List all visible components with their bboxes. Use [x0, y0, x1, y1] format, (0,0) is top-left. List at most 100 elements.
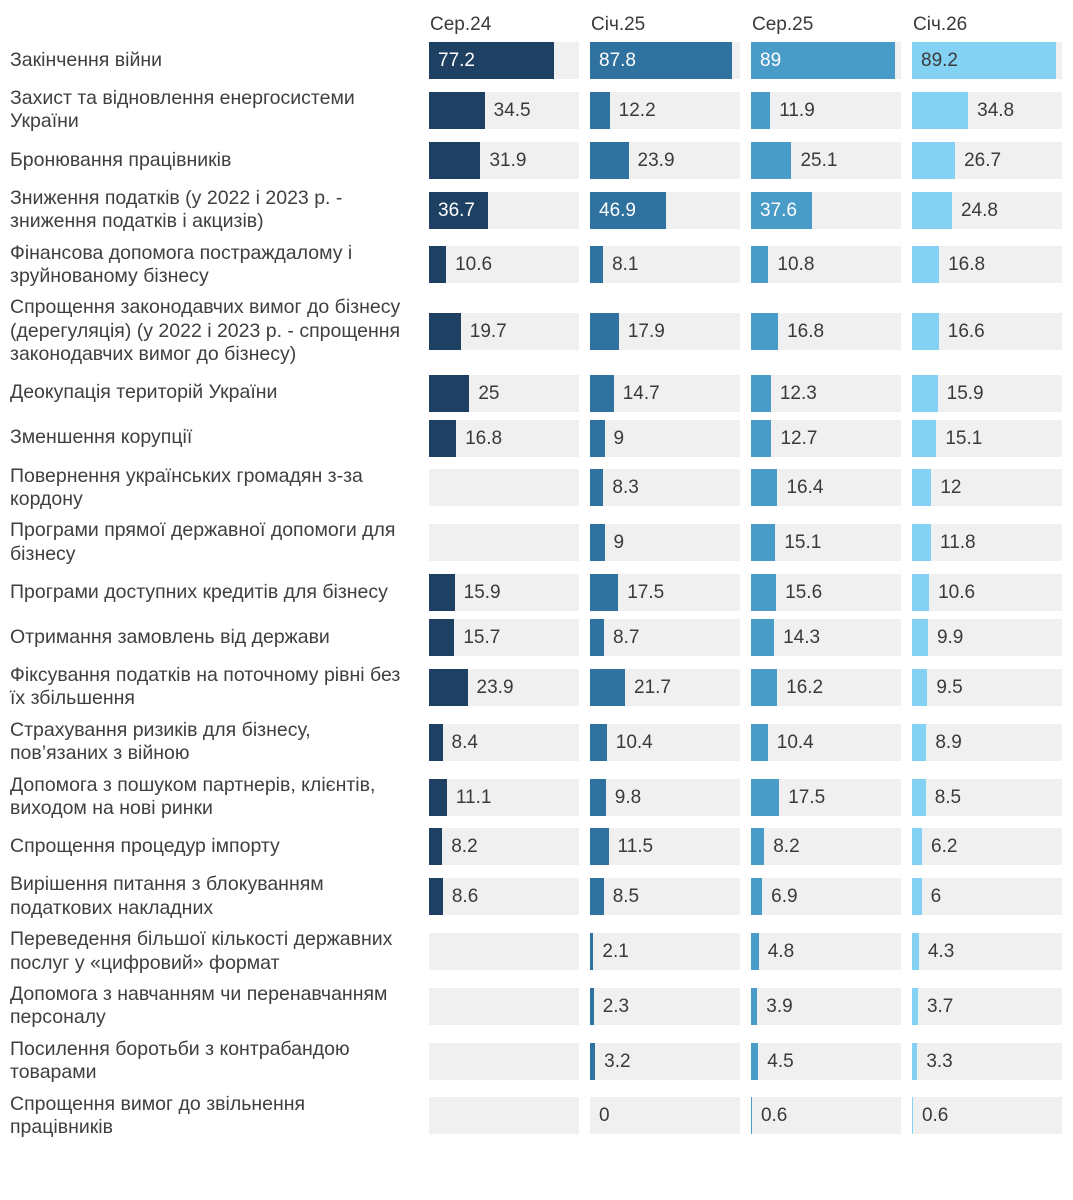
bar — [912, 191, 952, 229]
value-label: 4.3 — [927, 941, 955, 963]
bar-track: 2.3 — [590, 987, 740, 1025]
bar-track: 8.5 — [590, 878, 740, 916]
value-label: 87.8 — [599, 50, 636, 71]
bar — [429, 878, 443, 916]
bar — [751, 574, 777, 612]
bar-track — [429, 987, 579, 1025]
bar-track: 25 — [429, 374, 579, 412]
value-label: 15.9 — [463, 582, 501, 604]
bar-track: 11.9 — [751, 91, 901, 129]
bar-track: 12.3 — [751, 374, 901, 412]
bar — [429, 191, 489, 229]
bar — [429, 619, 455, 657]
bar-track: 16.2 — [751, 668, 901, 706]
bar-track: 8.3 — [590, 469, 740, 507]
value-label: 2.3 — [602, 995, 630, 1017]
bar — [429, 723, 443, 761]
bar-track: 4.8 — [751, 933, 901, 971]
bar — [912, 141, 956, 179]
bar — [751, 141, 792, 179]
bar-track: 10.4 — [590, 723, 740, 761]
bar-track: 3.7 — [912, 987, 1062, 1025]
bar-track: 8.7 — [590, 619, 740, 657]
bar-track: 15.1 — [751, 524, 901, 562]
bar-track: 16.8 — [751, 312, 901, 350]
value-label: 16.2 — [786, 676, 824, 698]
bar-track: 16.8 — [912, 246, 1062, 284]
bar-track — [429, 469, 579, 507]
value-label: 16.6 — [947, 320, 985, 342]
bar-track: 21.7 — [590, 668, 740, 706]
value-label: 46.9 — [599, 199, 636, 221]
chart-row: Переведення більшої кількості державних … — [0, 924, 1073, 979]
value-label: 15.1 — [784, 532, 822, 554]
category-label: Фінансова допомога постраждалому і зруйн… — [10, 241, 353, 287]
chart-row: Бронювання працівників 31.9 23.9 25.1 26.7 — [0, 138, 1073, 183]
value-label: 15.1 — [945, 427, 983, 449]
value-label: 14.3 — [783, 627, 821, 649]
bar — [912, 374, 938, 412]
value-label: 15.9 — [946, 382, 984, 404]
bar — [429, 91, 485, 129]
category-label: Спрощення законодавчих вимог до бізнесу … — [10, 296, 401, 366]
category-label: Допомога з пошуком партнерів, клієнтів, … — [10, 773, 376, 820]
value-label: 8.1 — [612, 254, 639, 276]
bar-track: 12 — [912, 469, 1062, 507]
bar — [590, 1042, 596, 1080]
category-label: Бронювання працівників — [10, 148, 232, 171]
bar-track: 3.2 — [590, 1042, 740, 1080]
chart-row: Закінчення війни 77.2 87.8 89 89.2 — [0, 38, 1073, 83]
bar-track: 16.4 — [751, 469, 901, 507]
bar-track: 10.8 — [751, 246, 901, 284]
bar — [590, 723, 607, 761]
bar-track: 11.1 — [429, 778, 579, 816]
chart-row: Спрощення вимог до звільнення працівникі… — [0, 1089, 1073, 1144]
bar-track: 4.5 — [751, 1042, 901, 1080]
value-label: 21.7 — [634, 676, 671, 698]
value-label: 25.1 — [800, 149, 838, 171]
bar-track: 15.9 — [429, 574, 579, 612]
value-label: 11.5 — [617, 836, 654, 858]
column-header-jan25: Січ.25 — [591, 14, 646, 35]
chart-row: Допомога з навчанням чи перенавчанням пе… — [0, 979, 1073, 1034]
value-label: 16.4 — [786, 477, 824, 499]
category-label: Програми прямої державної допомоги для б… — [10, 519, 396, 565]
chart-row: Зниження податків (у 2022 і 2023 р. - зн… — [0, 183, 1073, 238]
bar — [590, 246, 604, 284]
bar — [751, 374, 771, 412]
value-label: 8.2 — [451, 836, 478, 858]
column-header-aug24: Сер.24 — [430, 14, 492, 35]
chart-row: Повернення українських громадян з-за кор… — [0, 461, 1073, 516]
bar-track: 11.5 — [590, 828, 740, 866]
value-label: 23.9 — [476, 676, 514, 698]
bar-track: 15.7 — [429, 619, 579, 657]
value-label: 10.4 — [615, 731, 653, 753]
value-label: 8.5 — [934, 786, 962, 808]
chart-row: Допомога з пошуком партнерів, клієнтів, … — [0, 770, 1073, 825]
bar-track — [429, 1097, 579, 1135]
bar — [429, 42, 554, 79]
bar-track: 2.1 — [590, 933, 740, 971]
bar — [429, 374, 470, 412]
bar-track: 34.8 — [912, 91, 1062, 129]
bar-track: 6 — [912, 878, 1062, 916]
category-label: Спрощення процедур імпорту — [10, 835, 280, 858]
bar-track: 11.8 — [912, 524, 1062, 562]
bar — [912, 828, 922, 866]
bar-track: 10.6 — [429, 246, 579, 284]
value-label: 12.2 — [618, 99, 656, 121]
value-label: 37.6 — [760, 199, 797, 221]
bar-track: 6.9 — [751, 878, 901, 916]
value-label: 15.7 — [463, 627, 501, 649]
value-label: 9 — [613, 532, 625, 554]
value-label: 2.1 — [602, 941, 629, 963]
value-label: 17.5 — [627, 582, 665, 604]
category-label: Повернення українських громадян з-за кор… — [10, 464, 363, 510]
value-label: 12.7 — [780, 427, 818, 449]
value-label: 12.3 — [779, 382, 817, 404]
bar-track: 46.9 — [590, 191, 740, 229]
bar — [912, 1097, 913, 1135]
bar — [590, 312, 619, 350]
bar-track: 8.6 — [429, 878, 579, 916]
bar — [912, 778, 926, 816]
